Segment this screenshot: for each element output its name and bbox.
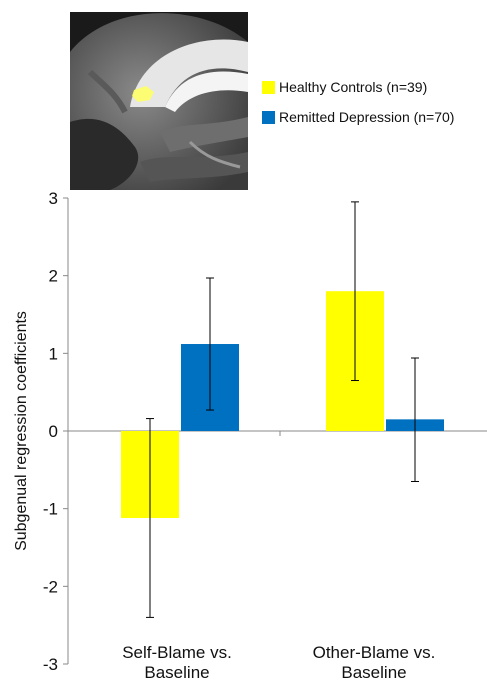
x-category-label: Other-Blame vs. — [313, 643, 436, 662]
legend-label-remitted-depression: Remitted Depression (n=70) — [279, 109, 455, 125]
x-category-label: Baseline — [341, 663, 406, 682]
legend-item-remitted-depression: Remitted Depression (n=70) — [262, 106, 454, 128]
y-tick-label: -3 — [43, 655, 58, 674]
y-tick-label: 3 — [49, 189, 58, 208]
legend: Healthy Controls (n=39) Remitted Depress… — [262, 76, 454, 136]
y-tick-label: 1 — [49, 344, 58, 363]
y-axis-title: Subgenual regression coefficients — [13, 311, 30, 551]
legend-label-healthy-controls: Healthy Controls (n=39) — [279, 79, 428, 95]
legend-item-healthy-controls: Healthy Controls (n=39) — [262, 76, 454, 98]
y-tick-label: 2 — [49, 267, 58, 286]
subgenual-highlight — [132, 86, 154, 102]
legend-swatch-remitted-depression — [262, 110, 275, 124]
y-tick-label: 0 — [49, 422, 58, 441]
x-category-label: Baseline — [144, 663, 209, 682]
y-tick-label: -1 — [43, 500, 58, 519]
legend-swatch-healthy-controls — [262, 80, 275, 94]
y-tick-label: -2 — [43, 577, 58, 596]
x-category-label: Self-Blame vs. — [122, 643, 232, 662]
sagittal-brain-slice-icon — [70, 12, 248, 190]
